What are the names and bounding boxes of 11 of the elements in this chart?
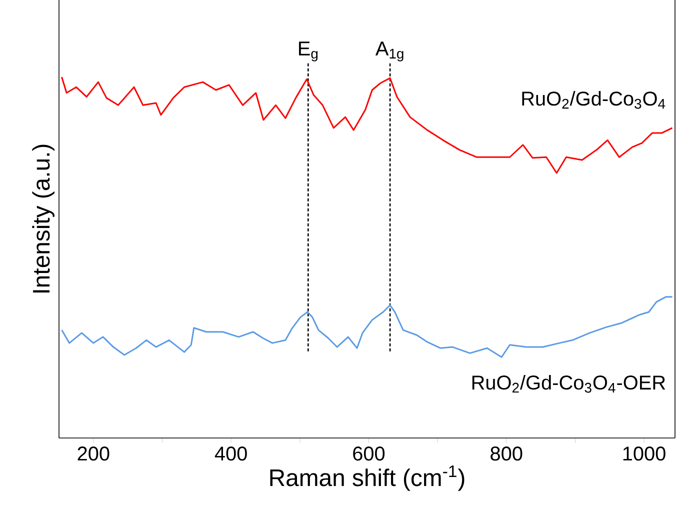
x-tick-label: 200: [78, 446, 110, 461]
x-tick-label: 400: [214, 446, 247, 461]
y-axis-title: Intensity (a.u.): [32, 144, 54, 293]
ref-line-label: E$_{g}$: [299, 42, 318, 62]
series-label: RuO$_{2}$/Gd-Co$_{3}$O$_{4}$: [522, 91, 666, 109]
x-axis-title: Raman shift (cm$^{-1}$): [270, 465, 464, 491]
x-tick-label: 1000: [623, 446, 666, 461]
series-label: RuO$_{2}$/Gd-Co$_{3}$O$_{4}$-OER: [472, 375, 666, 393]
ref-line-label: A$_{1g}$: [375, 42, 404, 62]
x-tick-label: 600: [353, 446, 385, 461]
x-tick-label: 800: [490, 446, 522, 461]
